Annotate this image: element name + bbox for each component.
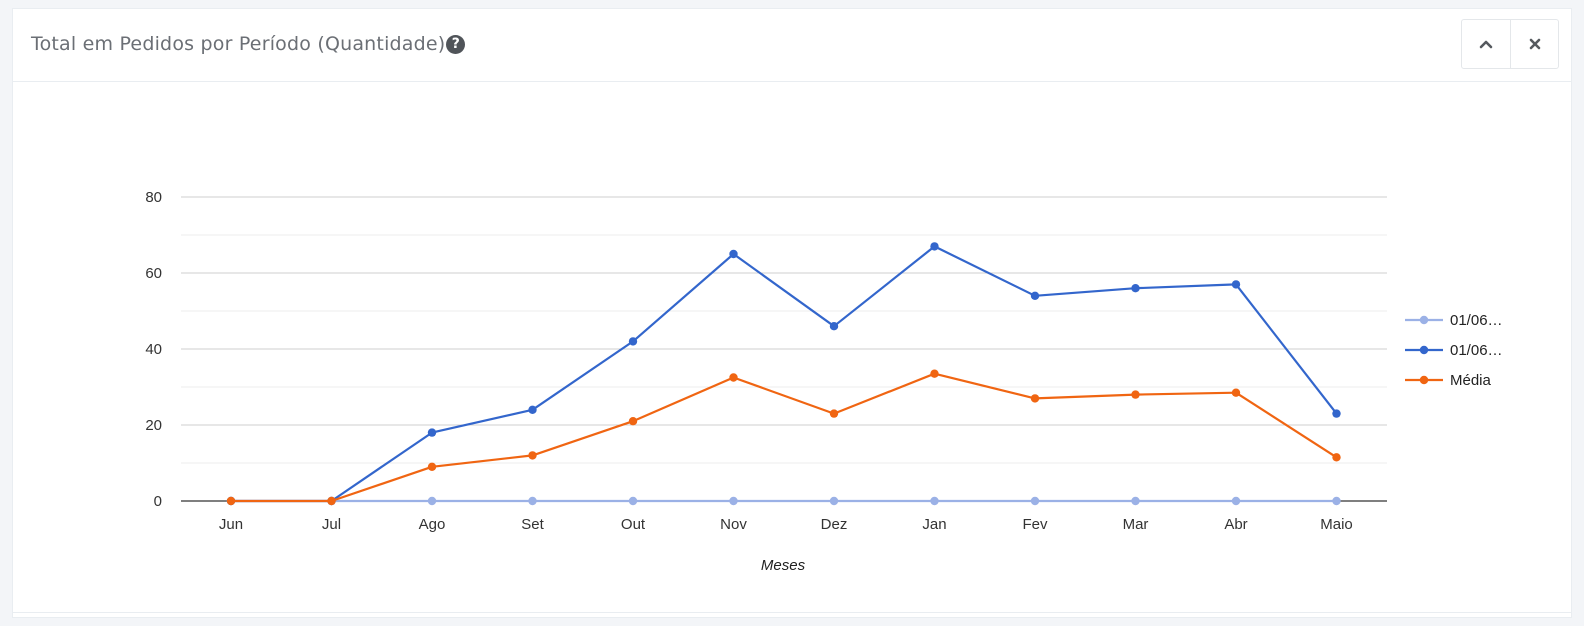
data-point [1131, 284, 1140, 293]
x-tick-label: Abr [1224, 516, 1247, 533]
data-point [528, 451, 537, 460]
data-point [1231, 388, 1241, 397]
data-point [1131, 496, 1140, 506]
data-point [829, 496, 839, 506]
series-2 [226, 242, 1341, 506]
data-point [1131, 390, 1140, 399]
data-point [427, 428, 437, 437]
data-point [1231, 280, 1241, 289]
data-point [327, 496, 336, 506]
y-tick-label: 40 [145, 341, 162, 358]
x-tick-label: Set [521, 516, 544, 533]
legend-marker [1419, 345, 1429, 355]
close-button[interactable] [1510, 20, 1558, 68]
data-point [226, 496, 236, 506]
series-line [231, 245, 1338, 503]
series-3 [226, 369, 1341, 506]
panel-title: Total em Pedidos por Período (Quantidade… [31, 33, 466, 55]
data-point [1332, 496, 1341, 506]
x-tick-label: Fev [1022, 516, 1048, 533]
data-point [829, 322, 839, 331]
data-point [729, 496, 738, 506]
data-point [628, 417, 638, 426]
close-icon [1529, 38, 1540, 50]
legend-marker [1419, 375, 1429, 385]
x-tick-label: Nov [720, 516, 747, 533]
collapse-button[interactable] [1462, 20, 1510, 68]
data-point [729, 249, 738, 259]
data-point [427, 496, 437, 506]
legend-item[interactable]: 01/06… [1405, 342, 1503, 359]
legend: 01/06… 01/06… Média [1405, 312, 1503, 389]
chevron-up-icon [1479, 40, 1493, 49]
data-point [427, 462, 437, 471]
legend-label: 01/06… [1450, 342, 1503, 359]
x-axis-title: Meses [761, 557, 806, 574]
x-tick-label: Mar [1123, 516, 1149, 533]
x-tick-label: Maio [1320, 516, 1353, 533]
y-tick-label: 0 [154, 493, 162, 510]
gridlines [181, 196, 1387, 464]
panel-title-text: Total em Pedidos por Período (Quantidade… [31, 33, 446, 55]
legend-label: Média [1450, 372, 1492, 389]
series-line [231, 372, 1338, 503]
y-axis-ticks: 0 20 40 60 80 [145, 189, 162, 510]
legend-item[interactable]: Média [1405, 372, 1492, 389]
y-tick-label: 20 [145, 417, 162, 434]
data-point [930, 369, 939, 378]
x-tick-label: Dez [821, 516, 848, 533]
series-1 [226, 496, 1341, 506]
x-tick-label: Jul [322, 516, 341, 533]
data-point [628, 496, 638, 506]
x-tick-label: Jan [922, 516, 946, 533]
chart-panel: Total em Pedidos por Período (Quantidade… [12, 8, 1572, 618]
data-point [1332, 453, 1341, 462]
data-point [729, 373, 738, 382]
y-tick-label: 60 [145, 265, 162, 282]
data-point [1231, 496, 1241, 506]
panel-tools [1461, 19, 1559, 69]
panel-header: Total em Pedidos por Período (Quantidade… [13, 9, 1571, 82]
data-point [930, 242, 939, 251]
data-point [1030, 496, 1040, 506]
y-tick-label: 80 [145, 189, 162, 206]
legend-marker [1419, 315, 1429, 325]
x-axis-ticks: Jun Jul Ago Set Out Nov Dez Jan Fev Mar Abr Maio [219, 516, 1353, 533]
data-point [528, 496, 537, 506]
legend-label: 01/06… [1450, 312, 1503, 329]
x-tick-label: Ago [419, 516, 446, 533]
x-tick-label: Jun [219, 516, 243, 533]
data-point [1030, 394, 1040, 403]
data-point [628, 337, 638, 346]
data-point [930, 496, 939, 506]
data-point [528, 405, 537, 414]
legend-item[interactable]: 01/06… [1405, 312, 1503, 329]
data-point [829, 409, 839, 418]
data-point [1332, 409, 1341, 418]
x-tick-label: Out [621, 516, 646, 533]
panel-footer [13, 612, 1571, 617]
help-icon[interactable]: ? [446, 35, 466, 54]
data-point [1030, 291, 1040, 300]
series-lines [226, 242, 1341, 506]
